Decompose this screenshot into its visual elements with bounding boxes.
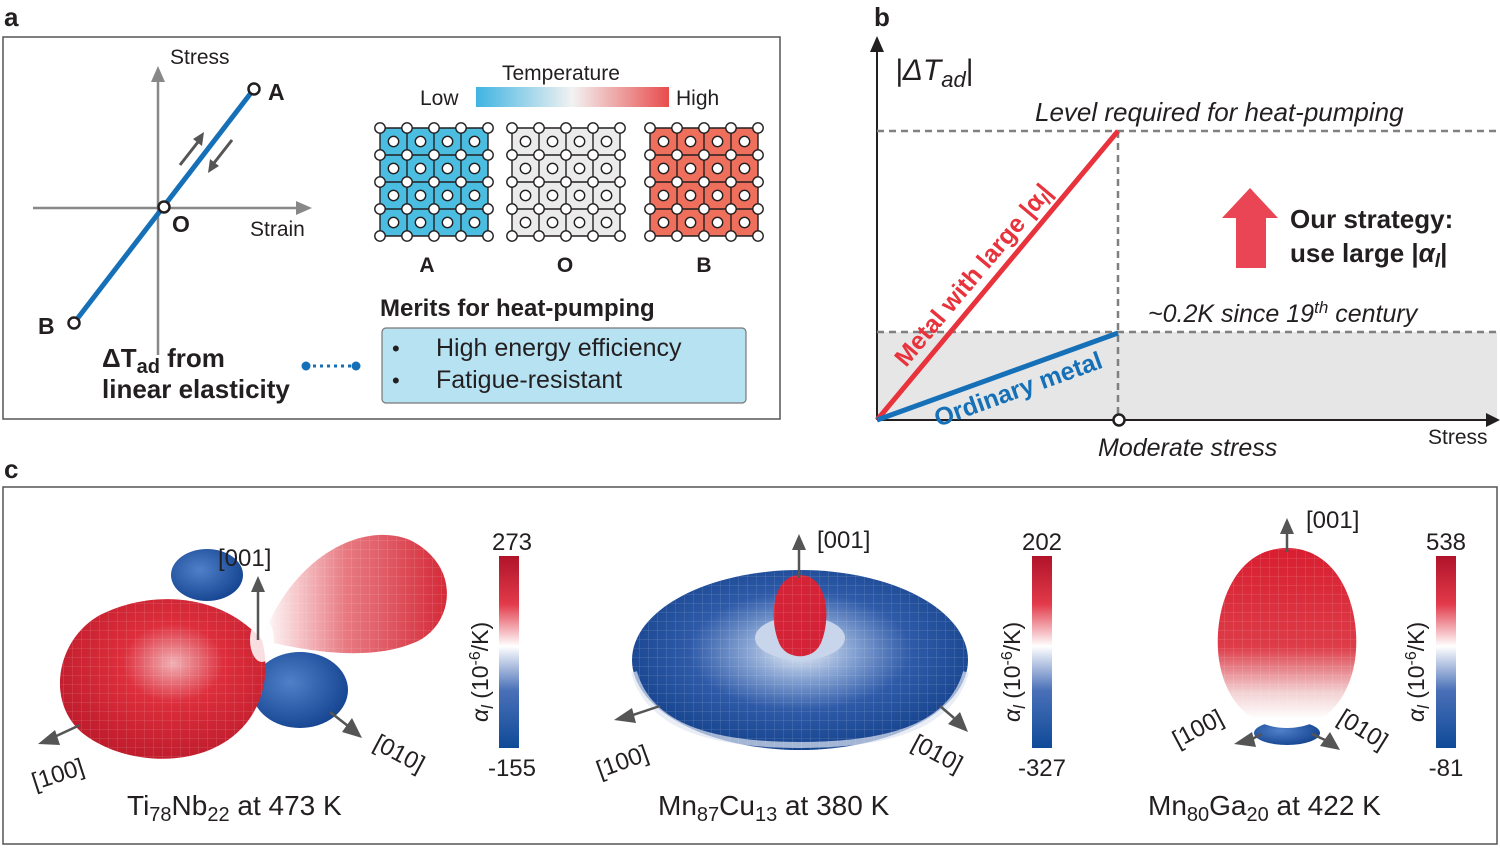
strategy-line-2: use large |αl| bbox=[1290, 238, 1447, 272]
mnga-caption: Mn80Ga20 at 422 K bbox=[1148, 790, 1381, 826]
lattice-label-o: O bbox=[557, 254, 573, 277]
temp-high-label: High bbox=[676, 87, 719, 110]
ordinary-metal-line bbox=[876, 330, 1119, 423]
ordinary-level-region bbox=[877, 332, 1497, 420]
mncu-colorbar-label: αl (10-6/K) bbox=[999, 622, 1029, 722]
merit-item-1: High energy efficiency bbox=[436, 334, 682, 362]
temperature-gradient-bar bbox=[476, 87, 669, 107]
heat-pumping-level-label: Level required for heat-pumping bbox=[1035, 97, 1404, 127]
tinb-colorbar bbox=[499, 556, 519, 748]
merits-title: Merits for heat-pumping bbox=[380, 295, 655, 322]
lattice-label-a: A bbox=[419, 254, 434, 277]
delta-t-note-line2: linear elasticity bbox=[102, 374, 290, 404]
axis-stress-label: Stress bbox=[170, 46, 230, 69]
mncu-colorbar-min: -327 bbox=[1018, 755, 1066, 782]
mnga-colorbar-label: αl (10-6/K) bbox=[1403, 622, 1433, 722]
mncu-dir-001: [001] bbox=[817, 527, 870, 554]
point-a-label: A bbox=[268, 79, 285, 105]
point-a-marker bbox=[247, 82, 261, 96]
mnga-dir-100: [100] bbox=[1168, 704, 1228, 753]
mncu-colorbar bbox=[1032, 556, 1052, 748]
lattice-label-b: B bbox=[696, 254, 711, 277]
mnga-colorbar-max: 538 bbox=[1426, 529, 1466, 556]
strategy-line-1: Our strategy: bbox=[1290, 204, 1453, 234]
delta-t-note-line1: ΔTad from bbox=[102, 343, 225, 378]
merits-box bbox=[381, 327, 747, 404]
merit-item-2: Fatigue-resistant bbox=[436, 366, 622, 394]
mncu-axes bbox=[614, 534, 968, 732]
mnga-axes bbox=[1234, 518, 1340, 750]
delta-t-axis-label: |ΔTad| bbox=[895, 54, 974, 92]
tinb-axes bbox=[38, 576, 362, 745]
mnga-dir-010: [010] bbox=[1333, 704, 1393, 755]
panel-c-frame bbox=[2, 486, 1498, 845]
lattice-group bbox=[374, 122, 764, 242]
mnga-colorbar-min: -81 bbox=[1429, 755, 1464, 782]
lattice-b bbox=[644, 122, 764, 242]
reference-dashed-lines bbox=[877, 129, 1497, 414]
moderate-stress-marker bbox=[1112, 413, 1126, 427]
panel-a-frame bbox=[2, 36, 781, 420]
point-b-label: B bbox=[38, 313, 55, 339]
large-alpha-line bbox=[875, 129, 1120, 422]
point-b-marker bbox=[67, 316, 81, 330]
ordinary-level-label: ~0.2K since 19th century bbox=[1148, 298, 1419, 328]
mncu-dir-010: [010] bbox=[907, 729, 967, 778]
mncu-colorbar-max: 202 bbox=[1022, 529, 1062, 556]
mnga-colorbar bbox=[1436, 556, 1456, 748]
mnga-surface bbox=[1217, 548, 1357, 745]
tinb-dir-001: [001] bbox=[218, 545, 271, 572]
tinb-caption: Ti78Nb22 at 473 K bbox=[127, 790, 342, 826]
lattice-o bbox=[506, 122, 626, 242]
merit-bullet-2: • bbox=[392, 368, 400, 393]
merit-bullet-1: • bbox=[392, 336, 400, 361]
mncu-dir-100: [100] bbox=[593, 740, 652, 784]
tinb-colorbar-max: 273 bbox=[492, 529, 532, 556]
panel-b-axes bbox=[870, 36, 1500, 427]
point-o-label: O bbox=[172, 211, 190, 237]
tinb-colorbar-label: αl (10-6/K) bbox=[467, 622, 497, 722]
stress-axis-label: Stress bbox=[1428, 426, 1488, 449]
tinb-surface bbox=[59, 534, 447, 759]
strategy-arrow-icon bbox=[1222, 188, 1278, 268]
panel-c-letter: c bbox=[4, 454, 18, 484]
mncu-caption: Mn87Cu13 at 380 K bbox=[658, 790, 890, 826]
lattice-a bbox=[374, 122, 494, 242]
temperature-label: Temperature bbox=[502, 62, 620, 85]
panel-b-letter: b bbox=[874, 2, 890, 32]
mncu-surface bbox=[631, 570, 969, 750]
tinb-dir-100: [100] bbox=[29, 754, 88, 796]
tinb-dir-010: [010] bbox=[369, 729, 429, 778]
panel-a-letter: a bbox=[4, 2, 19, 32]
loading-arrows-icon bbox=[178, 132, 234, 173]
moderate-stress-label: Moderate stress bbox=[1098, 434, 1277, 462]
point-o-marker bbox=[157, 200, 171, 214]
tinb-colorbar-min: -155 bbox=[488, 755, 536, 782]
mnga-dir-001: [001] bbox=[1306, 507, 1359, 534]
axis-strain-label: Strain bbox=[250, 218, 305, 241]
temp-low-label: Low bbox=[420, 87, 459, 110]
dotted-connector bbox=[301, 361, 361, 371]
